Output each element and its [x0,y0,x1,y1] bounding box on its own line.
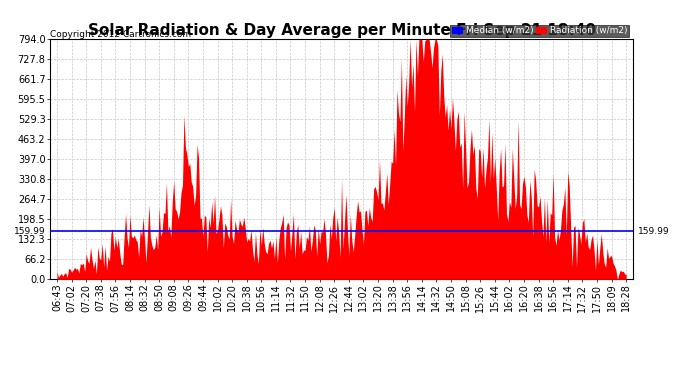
Legend: Median (w/m2), Radiation (w/m2): Median (w/m2), Radiation (w/m2) [451,25,629,37]
Title: Solar Radiation & Day Average per Minute Fri Sep 21 18:40: Solar Radiation & Day Average per Minute… [88,23,595,38]
Text: 159.99: 159.99 [14,226,46,236]
Text: Copyright 2012 Cartronics.com: Copyright 2012 Cartronics.com [50,30,191,39]
Text: 159.99: 159.99 [638,226,669,236]
